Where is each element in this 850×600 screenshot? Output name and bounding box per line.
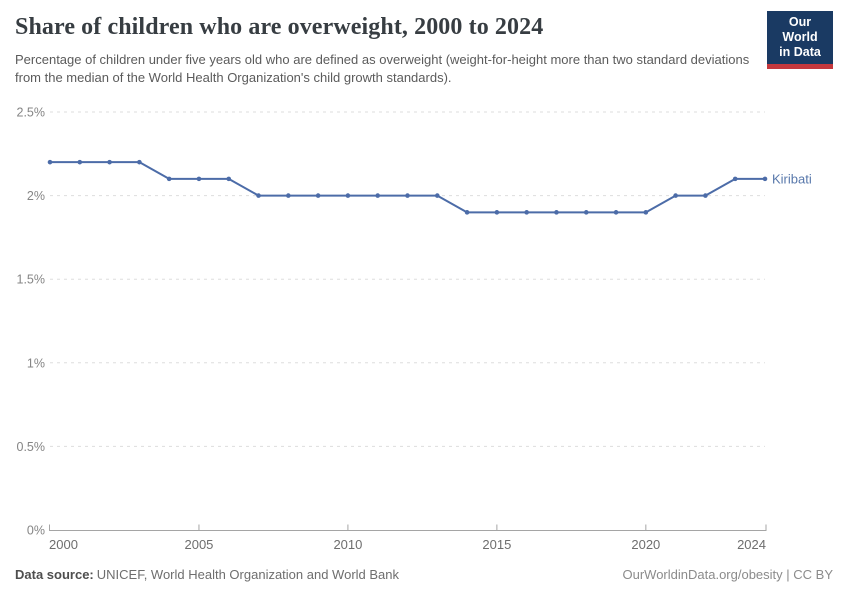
- chart-footer: Data source: UNICEF, World Health Organiz…: [15, 567, 833, 582]
- data-point[interactable]: [762, 176, 768, 182]
- data-point[interactable]: [77, 159, 83, 165]
- y-axis-label: 1.5%: [17, 273, 46, 287]
- page-title: Share of children who are overweight, 20…: [15, 14, 544, 40]
- chart-subtitle: Percentage of children under five years …: [15, 52, 750, 85]
- owid-logo-line1: Our World: [782, 15, 818, 44]
- data-point[interactable]: [434, 193, 440, 198]
- data-point[interactable]: [732, 176, 738, 182]
- data-point[interactable]: [494, 210, 500, 215]
- owid-logo[interactable]: Our World in Data: [767, 11, 833, 69]
- x-axis-label: 2015: [482, 537, 511, 552]
- x-axis-label: 2000: [49, 537, 78, 552]
- x-axis-label: 2005: [184, 537, 213, 552]
- data-point[interactable]: [286, 193, 291, 198]
- x-axis-label: 2020: [631, 537, 660, 552]
- data-point[interactable]: [613, 210, 619, 215]
- data-point[interactable]: [137, 159, 142, 165]
- data-point[interactable]: [166, 176, 172, 182]
- data-point[interactable]: [375, 193, 381, 198]
- data-source-value: UNICEF, World Health Organization and Wo…: [96, 567, 400, 582]
- data-point[interactable]: [196, 176, 202, 182]
- data-point[interactable]: [107, 159, 112, 165]
- data-point[interactable]: [464, 210, 470, 215]
- y-axis-label: 0%: [27, 524, 45, 538]
- owid-logo-line2: in Data: [779, 45, 821, 59]
- data-point[interactable]: [226, 176, 232, 182]
- y-axis-label: 2%: [27, 189, 45, 203]
- y-axis-label: 1%: [27, 356, 45, 370]
- data-point[interactable]: [703, 193, 708, 198]
- data-point[interactable]: [554, 210, 559, 215]
- series-entity-label[interactable]: Kiribati: [772, 171, 812, 186]
- y-axis-label: 2.5%: [17, 106, 46, 120]
- data-source: Data source: UNICEF, World Health Organiz…: [15, 567, 399, 582]
- y-axis-label: 0.5%: [17, 440, 46, 454]
- data-point[interactable]: [256, 193, 261, 198]
- data-point[interactable]: [673, 193, 678, 198]
- x-axis-label: 2024: [737, 537, 766, 552]
- series-line[interactable]: [49, 161, 766, 214]
- owid-logo-text: Our World in Data: [767, 11, 833, 64]
- data-point[interactable]: [345, 193, 351, 198]
- data-point[interactable]: [583, 210, 589, 215]
- data-point[interactable]: [643, 210, 649, 215]
- data-source-label: Data source:: [15, 567, 94, 582]
- data-point[interactable]: [524, 210, 529, 215]
- attribution-link[interactable]: OurWorldinData.org/obesity | CC BY: [622, 567, 834, 582]
- data-point[interactable]: [47, 159, 53, 165]
- owid-logo-red-bar: [767, 64, 833, 69]
- x-axis-label: 2010: [333, 537, 362, 552]
- data-point[interactable]: [315, 193, 321, 198]
- data-point[interactable]: [405, 193, 410, 198]
